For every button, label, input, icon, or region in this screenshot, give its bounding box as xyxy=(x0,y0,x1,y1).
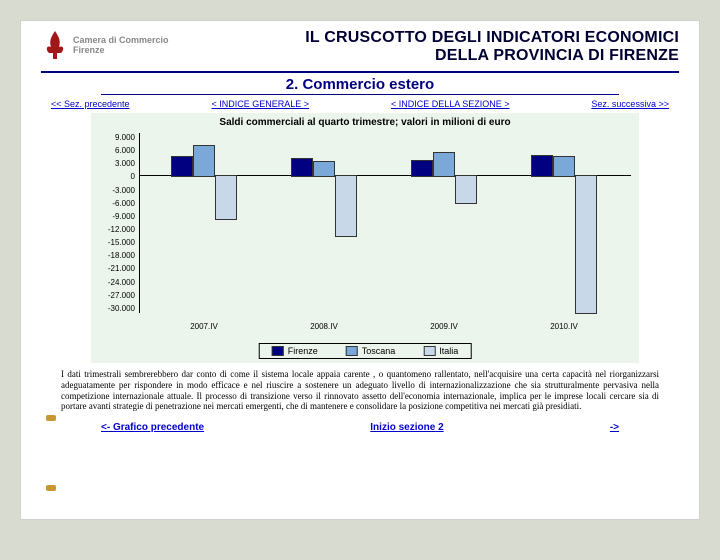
florence-lily-icon xyxy=(41,29,69,63)
bar-italia xyxy=(215,175,237,221)
bottom-nav: <- Grafico precedente Inizio sezione 2 -… xyxy=(21,412,699,433)
list-bullet xyxy=(46,415,56,421)
nav-next-chart[interactable]: -> xyxy=(610,422,619,433)
legend-label: Firenze xyxy=(288,346,318,356)
legend-item: Toscana xyxy=(346,346,396,356)
chart-title: Saldi commerciali al quarto trimestre; v… xyxy=(91,117,639,128)
list-bullet xyxy=(46,485,56,491)
bar-toscana xyxy=(553,156,575,176)
bar-italia xyxy=(575,175,597,315)
bar-toscana xyxy=(433,152,455,176)
legend-swatch xyxy=(423,346,435,356)
nav-prev-chart[interactable]: <- Grafico precedente xyxy=(101,422,204,433)
plot-area: 2007.IV 2008.IV 2009.IV 2010.IV xyxy=(139,133,631,313)
bar-group: 2008.IV xyxy=(284,133,364,313)
bar-firenze xyxy=(411,160,433,177)
legend-swatch xyxy=(272,346,284,356)
nav-index-general[interactable]: < INDICE GENERALE > xyxy=(211,99,309,109)
section-title: 2. Commercio estero xyxy=(21,76,699,93)
x-label: 2010.IV xyxy=(524,322,604,331)
legend: Firenze Toscana Italia xyxy=(259,343,472,359)
logo-block: Camera di Commercio Firenze xyxy=(41,29,201,63)
bar-toscana xyxy=(313,161,335,177)
y-axis-line xyxy=(139,133,140,313)
bar-italia xyxy=(335,175,357,237)
page: Camera di Commercio Firenze IL CRUSCOTTO… xyxy=(20,20,700,520)
legend-swatch xyxy=(346,346,358,356)
bar-group: 2010.IV xyxy=(524,133,604,313)
x-label: 2009.IV xyxy=(404,322,484,331)
x-label: 2008.IV xyxy=(284,322,364,331)
legend-item: Firenze xyxy=(272,346,318,356)
org-name: Camera di Commercio Firenze xyxy=(73,36,169,56)
title-underline xyxy=(41,71,679,73)
main-title-1: IL CRUSCOTTO DEGLI INDICATORI ECONOMICI xyxy=(201,29,679,47)
bar-italia xyxy=(455,175,477,204)
bar-firenze xyxy=(171,156,193,176)
nav-row: << Sez. precedente < INDICE GENERALE > <… xyxy=(21,95,699,111)
header: Camera di Commercio Firenze IL CRUSCOTTO… xyxy=(21,21,699,69)
x-label: 2007.IV xyxy=(164,322,244,331)
bar-group: 2009.IV xyxy=(404,133,484,313)
main-title-2: DELLA PROVINCIA DI FIRENZE xyxy=(201,47,679,65)
paragraph: I dati trimestrali sembrerebbero dar con… xyxy=(61,369,659,412)
bar-toscana xyxy=(193,145,215,177)
legend-label: Toscana xyxy=(362,346,396,356)
nav-prev-section[interactable]: << Sez. precedente xyxy=(51,99,130,109)
title-block: IL CRUSCOTTO DEGLI INDICATORI ECONOMICI … xyxy=(201,29,679,65)
bar-firenze xyxy=(291,158,313,176)
bar-firenze xyxy=(531,155,553,176)
nav-section-start[interactable]: Inizio sezione 2 xyxy=(370,422,443,433)
legend-item: Italia xyxy=(423,346,458,356)
y-axis: 9.0006.0003.0000-3.000-6.000-9.000-12.00… xyxy=(93,133,135,313)
nav-index-section[interactable]: < INDICE DELLA SEZIONE > xyxy=(391,99,510,109)
chart: Saldi commerciali al quarto trimestre; v… xyxy=(91,113,639,363)
bar-group: 2007.IV xyxy=(164,133,244,313)
nav-next-section[interactable]: Sez. successiva >> xyxy=(591,99,669,109)
legend-label: Italia xyxy=(439,346,458,356)
